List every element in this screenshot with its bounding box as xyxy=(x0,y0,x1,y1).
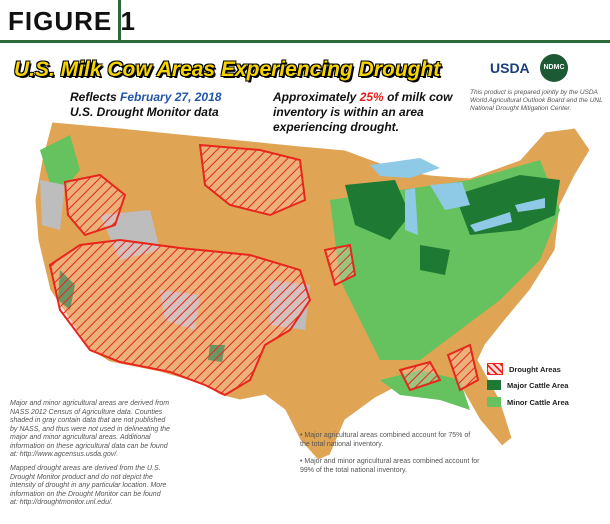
summary-prefix: Approximately xyxy=(273,90,360,104)
legend-label: Minor Cattle Area xyxy=(507,397,569,407)
summary: Approximately 25% of milk cow inventory … xyxy=(273,90,473,135)
legend-label: Major Cattle Area xyxy=(507,380,569,390)
figure-label: FIGURE 1 xyxy=(8,6,136,36)
legend-label: Drought Areas xyxy=(509,364,561,374)
great-lakes xyxy=(370,158,545,235)
note: Major and minor agricultural areas are d… xyxy=(10,400,170,458)
legend-swatch xyxy=(487,380,501,390)
legend-swatch xyxy=(487,363,503,375)
credit: This product is prepared jointly by the … xyxy=(470,89,603,112)
legend-item: Drought Areas xyxy=(487,363,561,375)
title: U.S. Milk Cow Areas Experiencing Drought xyxy=(14,58,441,81)
summary-percent: 25% xyxy=(359,90,384,104)
legend-item: Minor Cattle Area xyxy=(487,397,569,407)
legend-swatch xyxy=(487,397,501,407)
summary-suffix: of milk cow inventory is within an area … xyxy=(273,90,453,134)
ndmc-logo: NDMC xyxy=(540,54,568,82)
bullet: • Major and minor agricultural areas com… xyxy=(300,458,480,474)
major-cattle xyxy=(58,175,560,362)
header-bar xyxy=(0,0,610,43)
source: U.S. Drought Monitor data xyxy=(70,105,219,119)
date: February 27, 2018 xyxy=(120,90,222,104)
divider xyxy=(118,0,121,40)
note: Mapped drought areas are derived from th… xyxy=(10,465,167,506)
drought-areas xyxy=(48,143,480,397)
bullet-text: Major and minor agricultural areas combi… xyxy=(300,458,480,474)
bullet-text: Major agricultural areas combined accoun… xyxy=(300,432,471,448)
date-note: Reflects February 27, 2018 U.S. Drought … xyxy=(70,90,221,120)
usda-logo: USDA xyxy=(490,60,530,76)
legend-item: Major Cattle Area xyxy=(487,380,568,390)
date-prefix: Reflects xyxy=(70,90,121,104)
bullet: • Major agricultural areas combined acco… xyxy=(300,432,471,448)
